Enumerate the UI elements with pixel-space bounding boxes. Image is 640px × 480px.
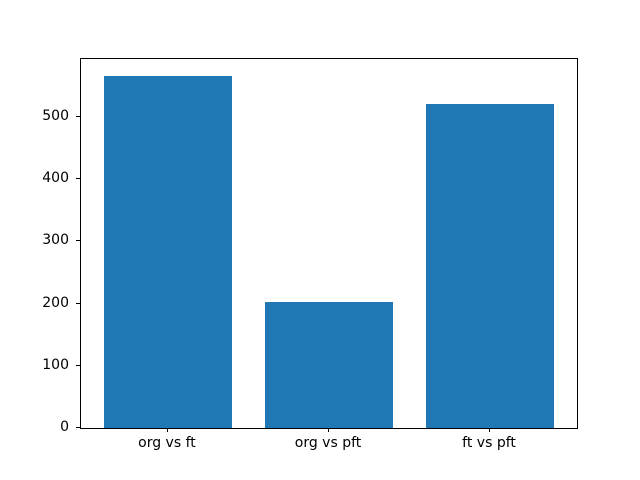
y-tick-label: 400 xyxy=(42,170,69,187)
y-tick-mark xyxy=(76,364,80,366)
x-tick-mark xyxy=(489,428,491,432)
y-tick-mark xyxy=(76,115,80,117)
x-tick-mark xyxy=(328,428,329,432)
y-tick-mark xyxy=(76,178,80,180)
x-tick-mark xyxy=(166,428,168,432)
x-tick-label: ft vs pft xyxy=(462,435,516,451)
plot-area xyxy=(80,58,578,429)
y-tick-mark xyxy=(76,240,80,242)
y-tick-mark xyxy=(76,302,80,304)
y-tick-mark xyxy=(76,427,80,428)
y-tick-label: 300 xyxy=(42,232,69,249)
bar-org-vs-pft xyxy=(264,301,394,428)
y-tick-label: 500 xyxy=(42,107,69,124)
y-tick-label: 0 xyxy=(60,419,69,435)
bar-ft-vs-pft xyxy=(425,103,555,428)
bar-org-vs-ft xyxy=(103,75,233,428)
y-tick-label: 200 xyxy=(42,294,69,311)
y-tick-label: 100 xyxy=(42,356,69,373)
x-tick-label: org vs ft xyxy=(138,435,196,451)
x-tick-label: org vs pft xyxy=(294,435,362,451)
